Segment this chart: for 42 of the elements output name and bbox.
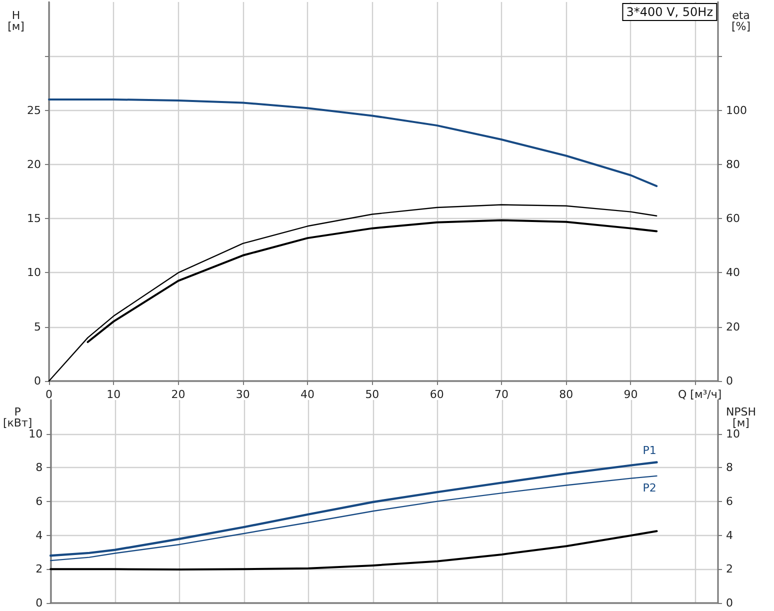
y-tick-label: 6 (36, 495, 43, 508)
x-tick-label: 10 (106, 388, 121, 401)
y-tick-label: 0 (34, 374, 41, 388)
x-tick-label: 70 (494, 388, 508, 401)
x-tick-label: 80 (559, 388, 574, 401)
y2-tick-label: 100 (726, 104, 747, 117)
y-tick-label: 20 (27, 158, 41, 171)
x-tick-label: 20 (171, 388, 186, 401)
x-axis-title: Q [м³/ч] (678, 388, 722, 401)
x-tick-label: 50 (365, 388, 380, 401)
x-tick-label: 60 (430, 388, 444, 401)
x-tick-label: 30 (236, 388, 250, 401)
y-tick-label: 2 (36, 562, 43, 576)
x-tick-label: 40 (300, 388, 315, 401)
y-tick-label: 4 (36, 528, 43, 542)
y2-tick-label: 0 (726, 596, 733, 610)
x-tick-label: 0 (46, 388, 52, 401)
y2-tick-label: 6 (726, 495, 733, 508)
y2-tick-label: 0 (726, 374, 733, 388)
y-axis-title: H [м] (8, 9, 24, 33)
y-tick-label: 25 (27, 104, 41, 117)
y-axis-title: P [кВт] (2, 405, 32, 430)
chart-title: 3*400 V, 50Hz (626, 5, 714, 19)
y2-tick-label: 10 (726, 427, 740, 440)
y2-axis-title: eta [%] (731, 9, 751, 33)
series-label: P2 (642, 481, 656, 494)
y2-tick-label: 40 (726, 266, 740, 280)
y2-tick-label: 80 (726, 158, 740, 171)
y-tick-label: 10 (28, 427, 43, 440)
y-tick-label: 15 (27, 212, 41, 226)
y2-tick-label: 20 (726, 320, 740, 334)
y2-tick-label: 2 (726, 562, 733, 576)
y2-axis-title: NPSH [м] (726, 405, 756, 430)
y2-tick-label: 60 (726, 212, 740, 226)
series-label: P1 (642, 444, 656, 457)
y-tick-label: 0 (36, 596, 43, 610)
y-tick-label: 5 (34, 320, 41, 334)
x-tick-label: 90 (624, 388, 638, 401)
y-tick-label: 10 (27, 266, 41, 280)
y2-tick-label: 8 (726, 461, 733, 474)
y2-tick-label: 4 (726, 528, 733, 542)
y-tick-label: 8 (36, 461, 43, 474)
